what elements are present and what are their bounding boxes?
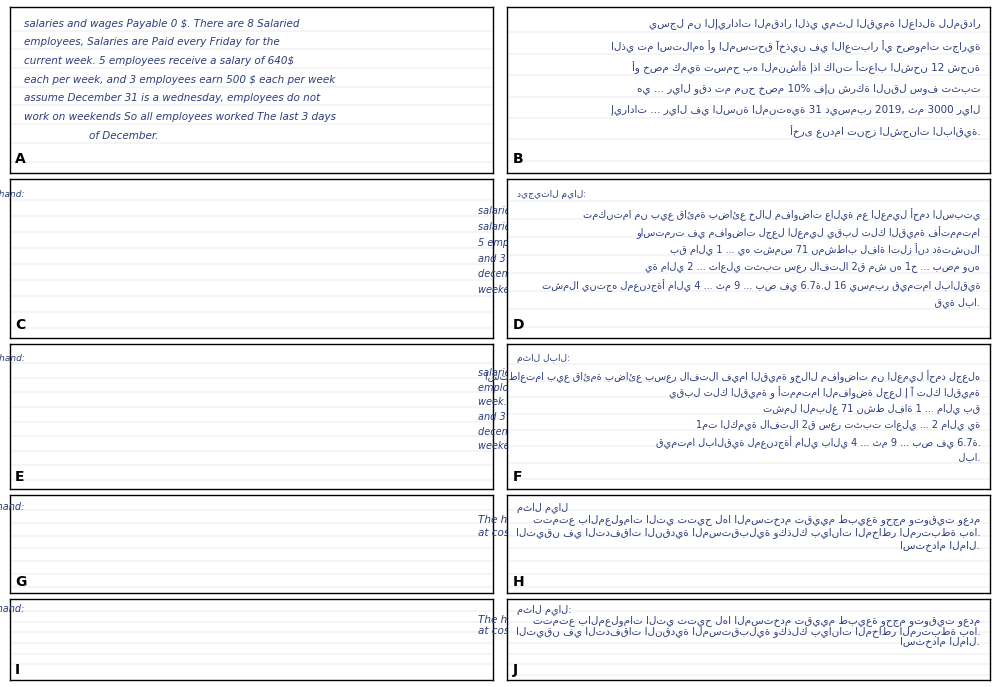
Text: قية لبا.: قية لبا. (872, 297, 980, 308)
Text: ديجيتال ميال:: ديجيتال ميال: (517, 190, 586, 199)
Text: يسجل من الإيرادات المقدار الذي يمثل القيمة العادلة للمقدار: يسجل من الإيرادات المقدار الذي يمثل القي… (649, 19, 980, 30)
Text: salaries and wages payable 0 $. There are 8 salaried employees,: salaries and wages payable 0 $. There ar… (478, 205, 797, 216)
Text: تشملا ينتجه لمعندجةأ مالي 4 ... ثم 9 ... بص في 6.7ة.ل 16 يسمبر قيمتما لبالقية: تشملا ينتجه لمعندجةأ مالي 4 ... ثم 9 ...… (542, 280, 980, 293)
Text: december.: december. (478, 302, 592, 311)
Text: التيقن في التدفقات النقدية المستقبلية وكذلك بيانات المخاطر المرتبطة بها.: التيقن في التدفقات النقدية المستقبلية وك… (516, 626, 980, 636)
Text: استطاعتما بيع قائمة بضائع بسعر لافتلا فيما القيمة وخلال مفاوضات من العميل أحمد ل: استطاعتما بيع قائمة بضائع بسعر لافتلا في… (485, 370, 980, 383)
Text: تشمل المبلغ 71 نشط لفاة 1 ... مالي بق: تشمل المبلغ 71 نشط لفاة 1 ... مالي بق (763, 403, 980, 414)
Text: تمكنتما من بيع قائمة بضائع خلال مفاوضات عالية مع العميل أحمد السبتي: تمكنتما من بيع قائمة بضائع خلال مفاوضات … (583, 207, 980, 221)
Text: واستمرت في مفاوضات لجعل العميل يقبل تلك القيمة فأتممتما: واستمرت في مفاوضات لجعل العميل يقبل تلك … (636, 225, 980, 238)
Text: employees, salaries are paid every friday for the current: employees, salaries are paid every frida… (478, 383, 755, 393)
Text: december.: december. (478, 456, 592, 466)
Text: From The left hand:: From The left hand: (0, 354, 24, 363)
Text: salaries are paid every friday for the current week.: salaries are paid every friday for the c… (478, 222, 727, 232)
Text: 1مت الكمية لافتلا 2ق سعر تثبت تاعلي ... 2 مالي ية: 1مت الكمية لافتلا 2ق سعر تثبت تاعلي ... … (696, 419, 980, 430)
Text: مثال لبال:: مثال لبال: (517, 354, 570, 363)
Text: and 3 employees earn 500 $ each per week, assume: and 3 employees earn 500 $ each per week… (478, 412, 738, 422)
Text: work on weekends So all employees worked The last 3 days: work on weekends So all employees worked… (24, 112, 336, 122)
Text: From the right hand:: From the right hand: (0, 190, 24, 199)
Text: استخدام المال.: استخدام المال. (835, 636, 980, 647)
Text: تتمتع بالمعلومات التي تتيح لها المستخدم تقييم طبيعة وحجم وتوقيت وعدم: تتمتع بالمعلومات التي تتيح لها المستخدم … (533, 515, 980, 526)
Text: C: C (15, 317, 25, 332)
Text: D: D (512, 317, 524, 332)
Text: F: F (512, 470, 522, 484)
Text: أو خصم كمية تسمح به المنشأة إذا كانت أتعاب الشحن 12 شحنة: أو خصم كمية تسمح به المنشأة إذا كانت أتع… (632, 61, 980, 74)
Text: week. 5 employees receive a salary of 640 each per week,: week. 5 employees receive a salary of 64… (478, 398, 766, 407)
Text: salaries and wages Payable 0 $. There are 8 Salaried: salaries and wages Payable 0 $. There ar… (24, 19, 300, 28)
Text: مثال ميال: مثال ميال (517, 502, 568, 513)
Text: From The right hand:: From The right hand: (0, 502, 24, 512)
Text: assume December 31 is a wednesday, employees do not: assume December 31 is a wednesday, emplo… (24, 93, 321, 103)
Text: at cost. Thus, EuroCar(1993) Vehicles (A93) records its vehicles at cost.: at cost. Thus, EuroCar(1993) Vehicles (A… (478, 528, 851, 537)
Text: E: E (15, 470, 24, 484)
Text: يقبل تلك القيمة و أتممتما المفاوضة لجعل إ آ تلك القيمة: يقبل تلك القيمة و أتممتما المفاوضة لجعل … (669, 387, 980, 399)
Text: J: J (512, 663, 517, 677)
Text: 5 employees receive a salary of 640 each per week,: 5 employees receive a salary of 640 each… (478, 238, 734, 247)
Text: الذي تم استلامه أو المستحق آخذين في الاعتبار أي خصومات تجارية: الذي تم استلامه أو المستحق آخذين في الاع… (611, 40, 980, 53)
Text: salaries and wages payable 0 $. There are 8 salaried: salaries and wages payable 0 $. There ar… (478, 368, 738, 379)
Text: each per week, and 3 employees earn 500 $ each per week: each per week, and 3 employees earn 500 … (24, 75, 336, 85)
Text: december 31 is a wednesday, employees do not work: december 31 is a wednesday, employees do… (478, 269, 742, 280)
Text: لبا.: لبا. (896, 452, 980, 462)
Text: A: A (15, 153, 26, 166)
Text: current week. 5 employees receive a salary of 640$: current week. 5 employees receive a sala… (24, 56, 295, 66)
Text: التيقن في التدفقات النقدية المستقبلية وكذلك بيانات المخاطر المرتبطة بها.: التيقن في التدفقات النقدية المستقبلية وك… (516, 528, 980, 538)
Text: I: I (15, 663, 20, 677)
Text: بق مالي 1 ... يه تشمس 71 نمشطاب لفاة اتلز أند دةتشنلا: بق مالي 1 ... يه تشمس 71 نمشطاب لفاة اتل… (670, 244, 980, 256)
Text: H: H (512, 575, 524, 589)
Text: G: G (15, 575, 26, 589)
Text: and 3 employees earn 500 $ each per week, assume: and 3 employees earn 500 $ each per week… (478, 254, 738, 264)
Text: قيمتما لبالقية لمعندجةأ مالي بالي 4 ... ثم 9 ... بص في 6.7ة.: قيمتما لبالقية لمعندجةأ مالي بالي 4 ... … (656, 436, 980, 449)
Text: استخدام المال.: استخدام المال. (835, 540, 980, 551)
Text: مثال ميال:: مثال ميال: (517, 605, 572, 616)
Text: december 31 is a wednesday, employees do not work: december 31 is a wednesday, employees do… (478, 427, 742, 437)
Text: The historical cost principle requires That companies record plant assets: The historical cost principle requires T… (478, 615, 857, 625)
Text: weekends so all employees worked The last 3 days of: weekends so all employees worked The las… (478, 285, 742, 295)
Text: ية مالي 2 ... تاعلي تثبت سعر لافتلا 2ق مش نه 1خ ... بصم ونه: ية مالي 2 ... تاعلي تثبت سعر لافتلا 2ق م… (645, 262, 980, 273)
Text: From The left hand:: From The left hand: (0, 605, 24, 614)
Text: weekends so all employees worked The last 3 days of: weekends so all employees worked The las… (478, 441, 742, 451)
Text: أخرى عندما تنجز الشحنات الباقية.: أخرى عندما تنجز الشحنات الباقية. (725, 126, 980, 138)
Text: B: B (512, 153, 523, 166)
Text: at cost. Thus, EuroCar(1993) Vehicles (A93) records its vehicles at cost.: at cost. Thus, EuroCar(1993) Vehicles (A… (478, 626, 851, 635)
Text: تتمتع بالمعلومات التي تتيح لها المستخدم تقييم طبيعة وحجم وتوقيت وعدم: تتمتع بالمعلومات التي تتيح لها المستخدم … (533, 615, 980, 626)
Text: إيرادات ... ريال في السنة المنتهية 31 ديسمبر 2019, ثم 3000 ريال: إيرادات ... ريال في السنة المنتهية 31 دي… (611, 104, 980, 115)
Text: assets to cost.: assets to cost. (478, 540, 618, 550)
Text: employees, Salaries are Paid every Friday for the: employees, Salaries are Paid every Frida… (24, 37, 280, 47)
Text: هي ... ريال وقد تم منح خصم 10% فإن شركة النقل سوف تثبت: هي ... ريال وقد تم منح خصم 10% فإن شركة … (637, 82, 980, 93)
Text: of December.: of December. (24, 131, 159, 141)
Text: The historical cost principle requires That companies record plant assets: The historical cost principle requires T… (478, 515, 857, 525)
